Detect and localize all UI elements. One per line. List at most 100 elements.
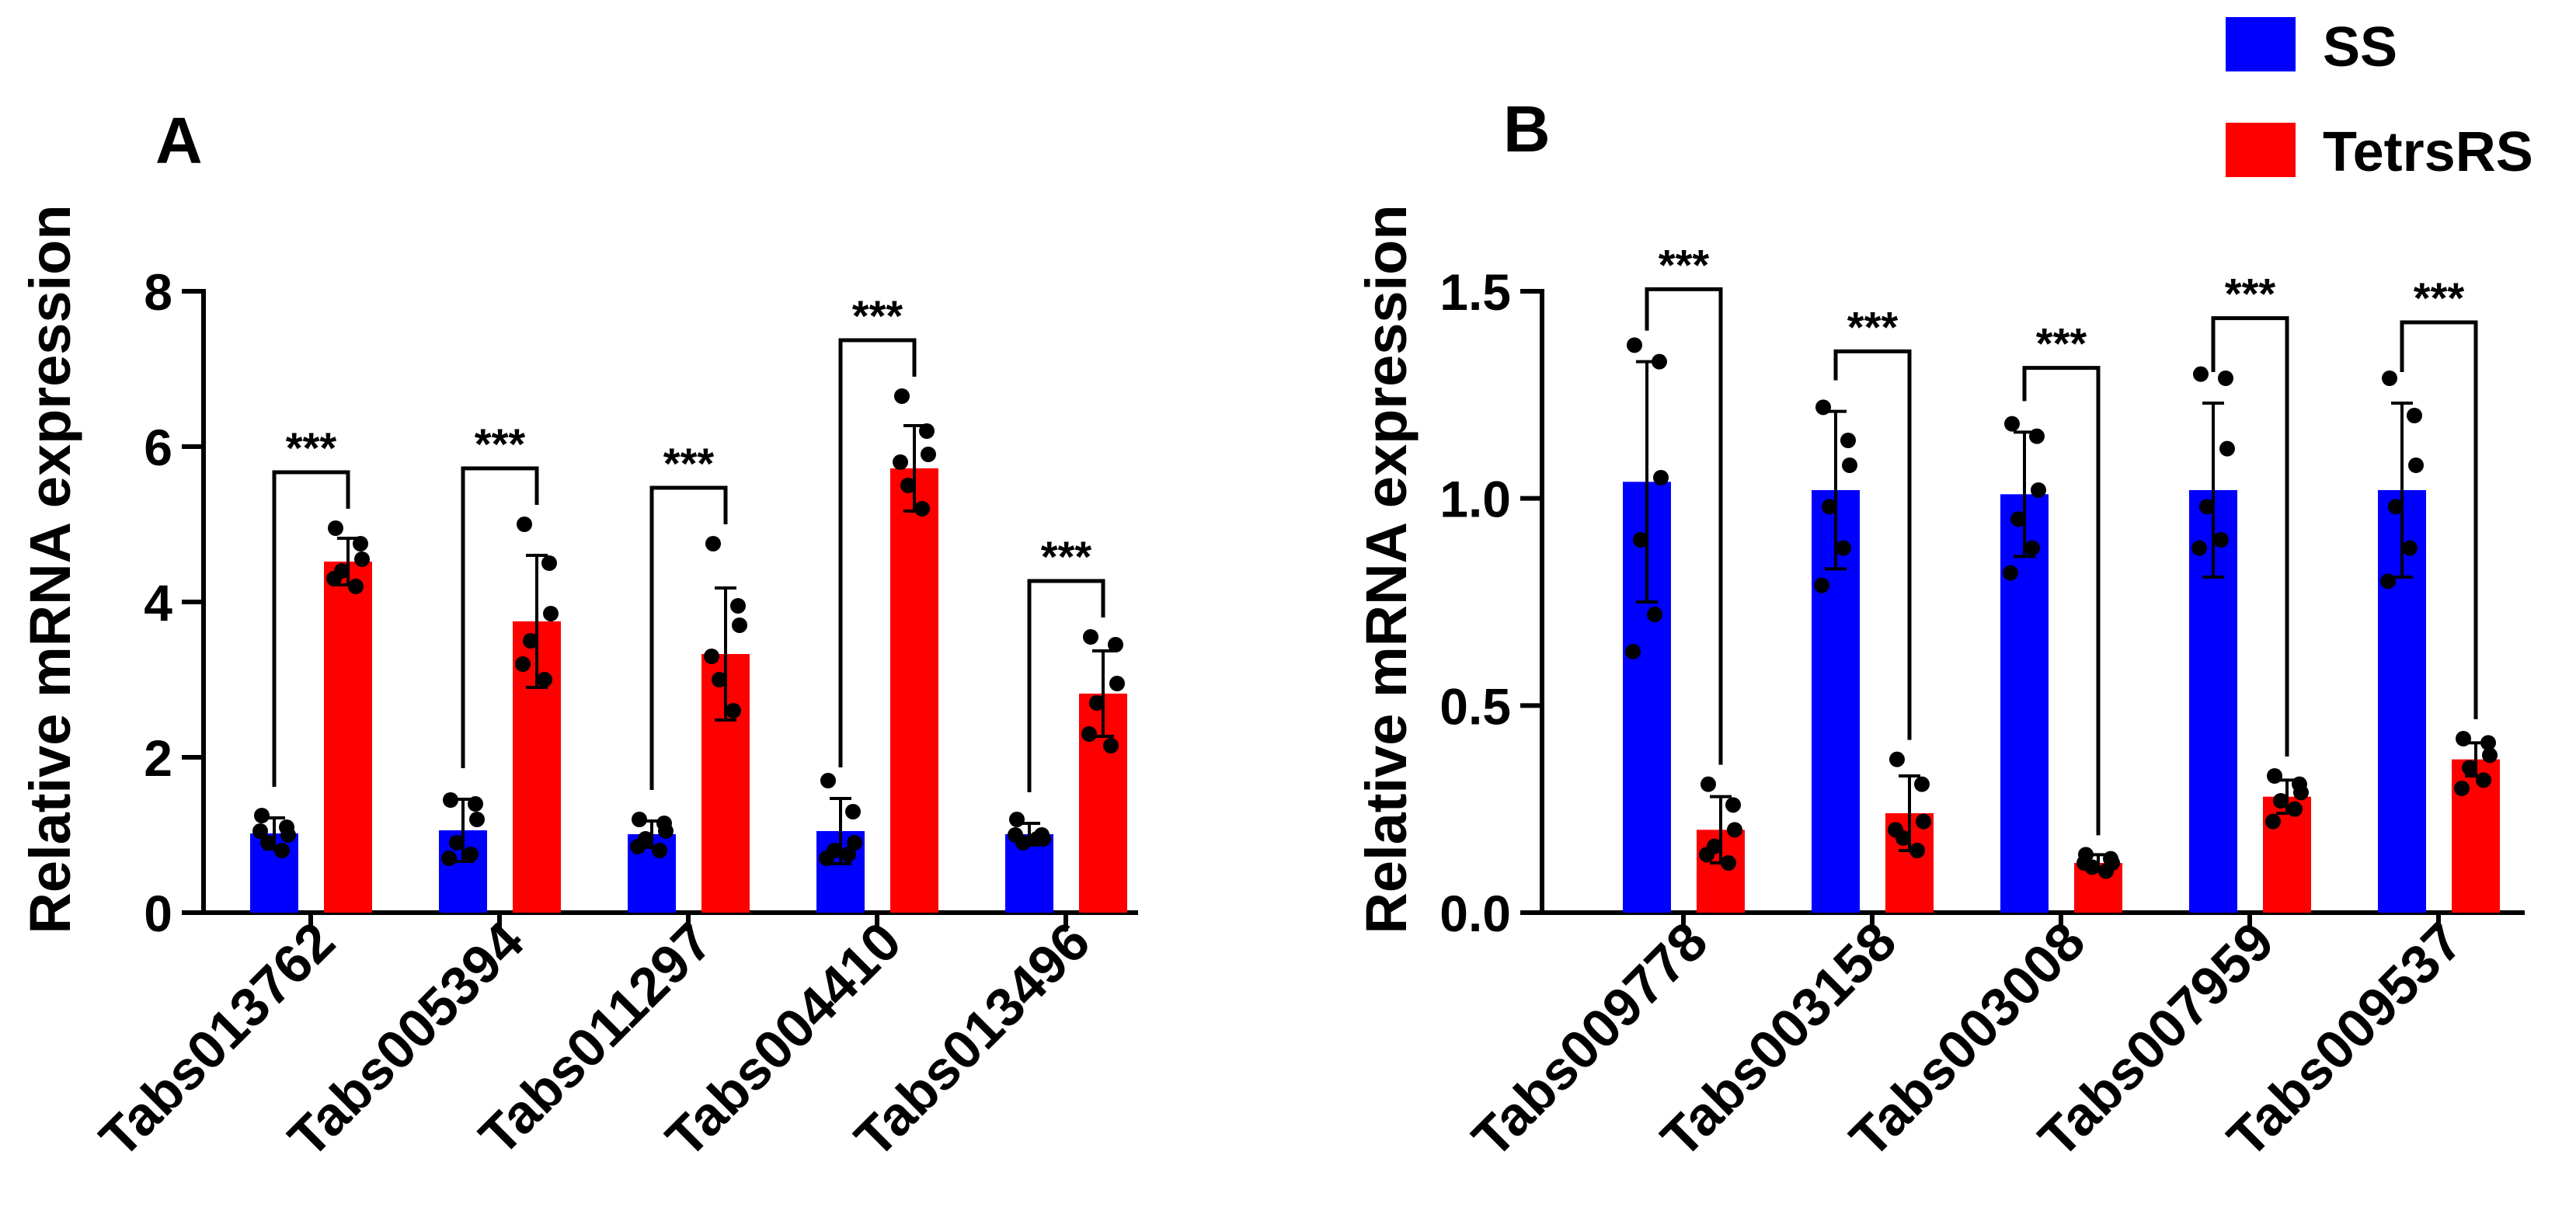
data-point <box>523 633 538 649</box>
data-point <box>1914 776 1930 792</box>
data-point <box>1647 607 1662 622</box>
data-point <box>704 649 719 664</box>
data-point <box>1625 644 1641 659</box>
data-point <box>1652 353 1667 370</box>
data-point <box>732 617 747 633</box>
data-point <box>2408 457 2424 473</box>
data-point <box>1822 499 1837 515</box>
data-point <box>2003 565 2018 581</box>
data-point <box>348 579 364 594</box>
data-point <box>652 843 667 858</box>
data-point <box>2476 772 2491 788</box>
data-point <box>1089 695 1105 711</box>
data-point <box>2273 793 2289 809</box>
data-point <box>274 843 290 858</box>
panel-b-label: B <box>1503 92 1551 165</box>
significance-label: *** <box>1659 240 1710 289</box>
data-point <box>2098 863 2114 879</box>
significance-label: *** <box>475 419 526 468</box>
data-point <box>1727 822 1742 838</box>
data-point <box>2213 532 2229 548</box>
panel-b-plot: 0.00.51.01.5 ***Tabs009778***Tabs003158**… <box>1439 240 2525 1169</box>
data-point <box>254 808 270 823</box>
significance-label: *** <box>2225 270 2276 318</box>
data-point <box>2407 408 2422 423</box>
data-point <box>2287 801 2303 817</box>
data-point <box>2382 370 2397 386</box>
data-point <box>2402 540 2418 556</box>
data-point <box>328 520 343 536</box>
significance-label: *** <box>286 423 337 472</box>
panel-a-ylabel: Relative mRNA expression <box>18 204 82 934</box>
data-point <box>841 847 856 862</box>
data-point <box>463 847 479 862</box>
y-tick-label: 8 <box>144 263 172 321</box>
y-tick-label: 2 <box>144 729 172 787</box>
data-point <box>469 812 485 827</box>
data-point <box>2265 813 2281 830</box>
data-point <box>1108 637 1123 652</box>
data-point <box>2191 540 2207 556</box>
data-point <box>517 517 532 532</box>
data-point <box>1840 433 1856 448</box>
data-point <box>2199 499 2215 515</box>
data-point <box>1814 577 1829 593</box>
data-point <box>2293 784 2309 801</box>
data-point <box>2219 440 2235 457</box>
data-point <box>1083 629 1098 645</box>
data-point <box>2482 747 2498 764</box>
data-point <box>1008 827 1023 843</box>
data-point <box>468 796 483 812</box>
data-point <box>1009 812 1025 827</box>
data-point <box>1909 843 1925 858</box>
data-point <box>658 823 674 839</box>
significance-label: *** <box>1041 532 1092 581</box>
data-point <box>2267 768 2282 784</box>
data-point <box>441 851 457 866</box>
data-point <box>2456 731 2471 746</box>
y-tick-label: 0.0 <box>1439 885 1511 942</box>
y-tick-label: 6 <box>144 419 172 476</box>
data-point <box>515 656 531 672</box>
data-point <box>1889 751 1905 767</box>
data-point <box>894 388 910 404</box>
data-point <box>1029 831 1045 847</box>
significance-label: *** <box>852 291 903 340</box>
data-point <box>2218 370 2233 386</box>
data-point <box>2388 499 2404 515</box>
significance-label: *** <box>663 439 715 488</box>
data-point <box>712 672 727 687</box>
data-point <box>2010 511 2026 527</box>
data-point <box>353 536 368 551</box>
y-tick-label: 4 <box>144 574 172 631</box>
data-point <box>1721 855 1736 871</box>
panel-a-label: A <box>155 104 203 177</box>
data-point <box>845 804 861 819</box>
data-point <box>2004 416 2020 432</box>
data-point <box>443 792 458 808</box>
data-point <box>1109 676 1125 691</box>
data-point <box>537 672 552 687</box>
data-point <box>1701 776 1716 792</box>
significance-bracket <box>649 485 728 790</box>
data-point <box>2029 428 2045 444</box>
data-point <box>632 812 647 827</box>
significance-bracket <box>2022 366 2101 836</box>
data-point <box>252 823 268 839</box>
data-point <box>2193 366 2209 382</box>
data-point <box>1815 399 1831 416</box>
panel-b-ylabel: Relative mRNA expression <box>1354 204 1419 934</box>
data-point <box>900 478 916 493</box>
data-point <box>1725 797 1741 813</box>
significance-label: *** <box>2036 319 2087 368</box>
data-point <box>919 423 935 439</box>
data-point <box>1699 847 1714 863</box>
data-point <box>921 447 936 462</box>
panel-b: B Relative mRNA expression 0.0 0.5 1.0 1.5 *… <box>1354 92 2525 1169</box>
legend-label-ss: SS <box>2323 16 2397 78</box>
y-tick-label: 1.5 <box>1439 263 1511 321</box>
significance-label: *** <box>1847 302 1899 351</box>
data-point <box>2480 735 2496 751</box>
data-point <box>820 773 836 788</box>
data-point <box>449 835 465 851</box>
